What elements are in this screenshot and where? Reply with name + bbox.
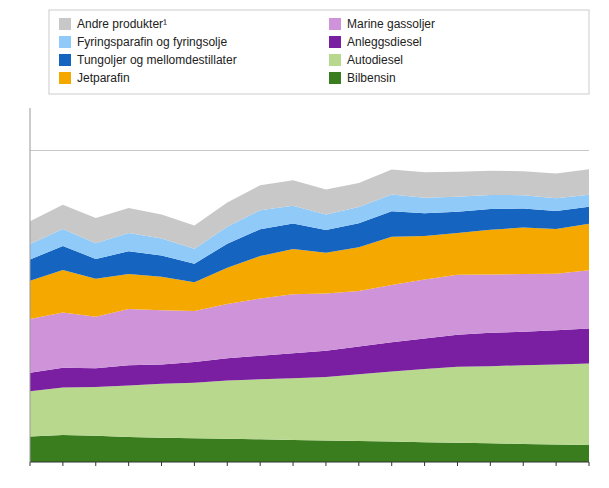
- x-tick: [30, 462, 31, 466]
- legend: Andre produkter¹ Fyringsparafin og fyring…: [49, 10, 589, 94]
- area: [30, 169, 589, 249]
- x-tick: [62, 462, 63, 466]
- x-tick: [227, 462, 228, 466]
- x-tick: [293, 462, 294, 466]
- chart: Andre produkter¹ Fyringsparafin og fyring…: [0, 0, 609, 488]
- x-tick: [589, 462, 590, 466]
- x-tick: [523, 462, 524, 466]
- x-tick: [391, 462, 392, 466]
- legend-swatch: [329, 72, 341, 84]
- legend-label: Tungoljer og mellomdestillater: [77, 53, 237, 67]
- legend-frame: [49, 10, 589, 94]
- legend-label: Andre produkter¹: [77, 17, 167, 31]
- legend-swatch: [329, 54, 341, 66]
- legend-swatch: [329, 18, 341, 30]
- x-tick: [325, 462, 326, 466]
- y-axis-line: [30, 108, 31, 462]
- x-tick: [161, 462, 162, 466]
- x-tick: [260, 462, 261, 466]
- legend-swatch: [329, 36, 341, 48]
- x-tick: [457, 462, 458, 466]
- x-tick: [358, 462, 359, 466]
- x-tick: [194, 462, 195, 466]
- x-tick: [556, 462, 557, 466]
- x-tick: [490, 462, 491, 466]
- grid-line: [30, 150, 589, 151]
- legend-swatch: [59, 54, 71, 66]
- areas: [30, 169, 589, 462]
- x-tick: [128, 462, 129, 466]
- legend-swatch: [59, 36, 71, 48]
- legend-swatch: [59, 18, 71, 30]
- x-tick: [95, 462, 96, 466]
- legend-label: Marine gassoljer: [347, 17, 435, 31]
- legend-label: Fyringsparafin og fyringsolje: [77, 35, 227, 49]
- legend-label: Anleggsdiesel: [347, 35, 422, 49]
- legend-label: Jetparafin: [77, 71, 130, 85]
- legend-label: Bilbensin: [347, 71, 396, 85]
- legend-label: Autodiesel: [347, 53, 403, 67]
- legend-swatch: [59, 72, 71, 84]
- x-tick: [424, 462, 425, 466]
- x-axis-line: [30, 462, 589, 463]
